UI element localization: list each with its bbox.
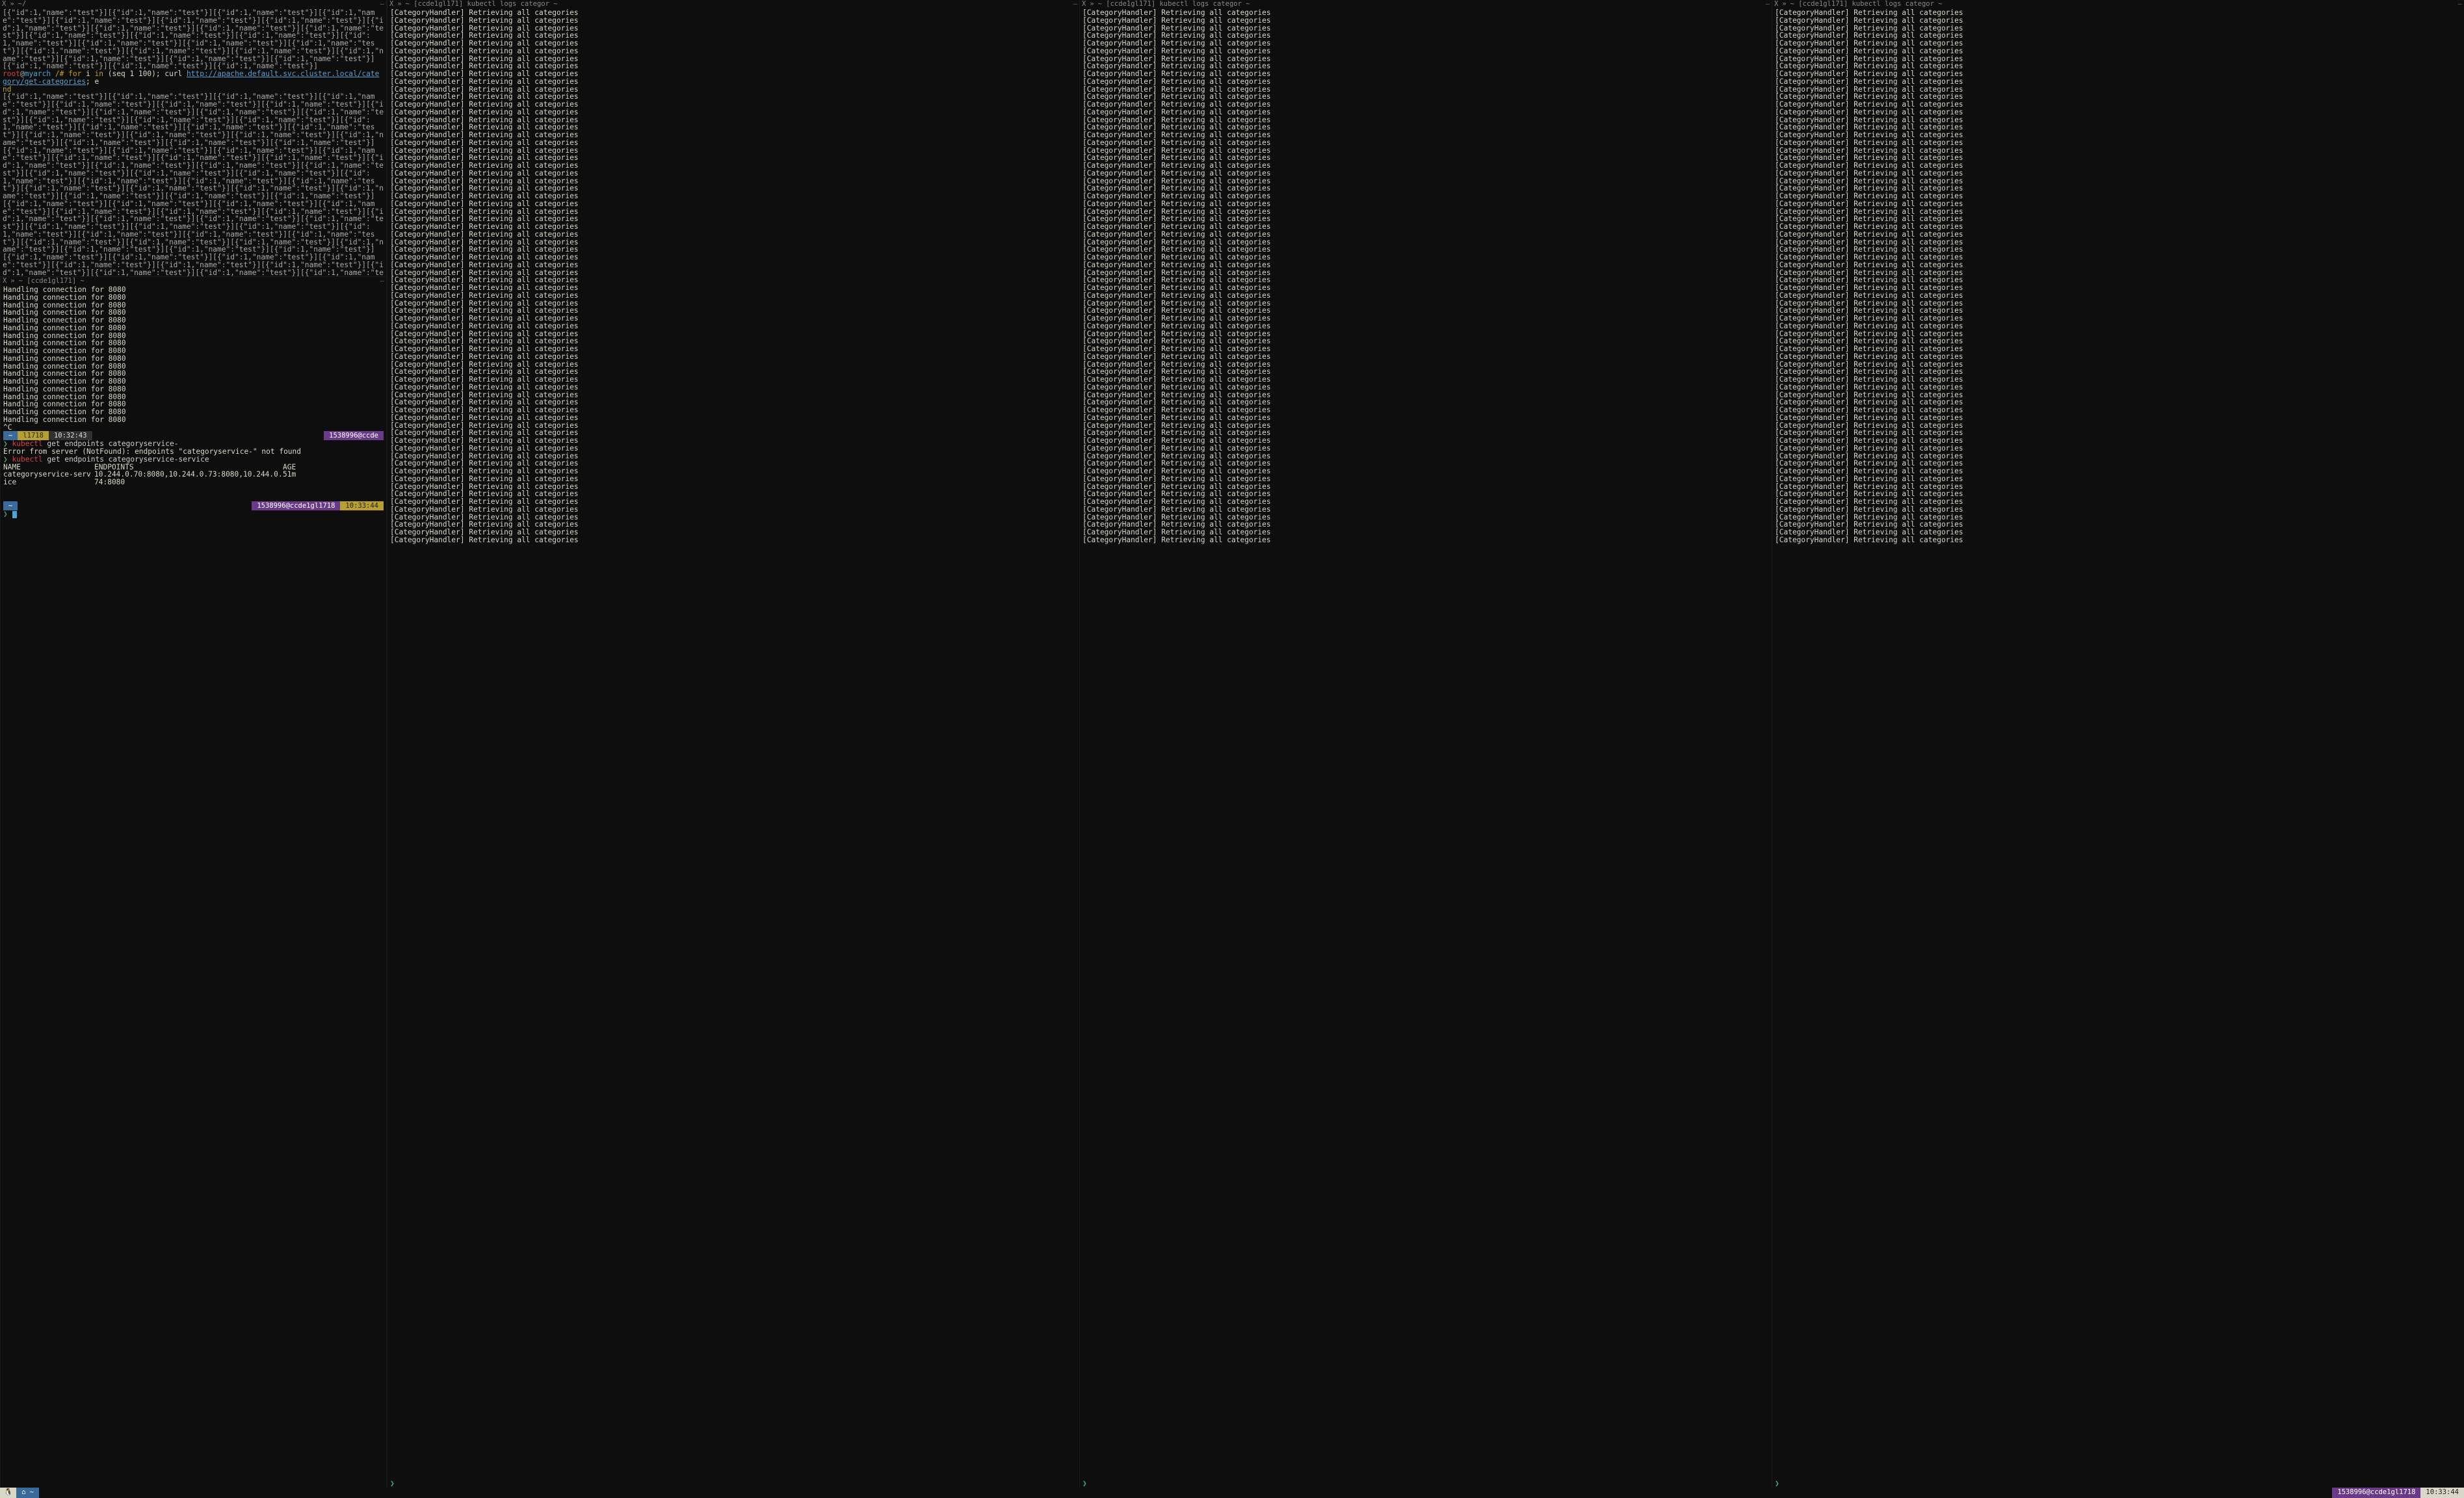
pane-logs-3[interactable]: X » ~ [ccde1gl171] kubectl logs categor …	[1772, 0, 2464, 1488]
close-icon[interactable]: X	[1082, 1, 1086, 8]
titlebar: X » ~ [ccde1gl171] kubectl logs categor …	[1772, 0, 2464, 9]
minimize-icon[interactable]: –	[1073, 1, 1077, 8]
session-name[interactable]: ⌂ ~	[16, 1488, 39, 1498]
minimize-icon[interactable]: –	[2458, 1, 2462, 8]
close-icon[interactable]: X	[2, 1, 6, 8]
pane-kubectl[interactable]: X » ~ [ccde1gl171] ~ – Handling connecti…	[0, 276, 386, 1488]
terminal-output[interactable]: [CategoryHandler] Retrieving all categor…	[387, 9, 1079, 1480]
close-icon[interactable]: X	[389, 1, 393, 8]
minimize-icon[interactable]: –	[1766, 1, 1770, 8]
chevron-icon: »	[1090, 1, 1094, 8]
os-icon: 🐧	[0, 1488, 16, 1498]
terminal-multiplexer-screen: X » ~/ – [{"id":1,"name":"test"}][{"id":…	[0, 0, 2464, 1498]
chevron-icon: »	[10, 278, 14, 285]
minimize-icon[interactable]: –	[380, 278, 384, 285]
terminal-output[interactable]: Handling connection for 8080 Handling co…	[1, 286, 386, 1488]
terminal-output[interactable]: [CategoryHandler] Retrieving all categor…	[1772, 9, 2464, 1480]
pane-curl-loop[interactable]: X » ~/ – [{"id":1,"name":"test"}][{"id":…	[0, 0, 386, 276]
left-column: X » ~/ – [{"id":1,"name":"test"}][{"id":…	[0, 0, 387, 1488]
close-icon[interactable]: X	[1774, 1, 1778, 8]
pane-title: ~ [ccde1gl171] ~	[19, 278, 376, 285]
pane-logs-1[interactable]: X » ~ [ccde1gl171] kubectl logs categor …	[387, 0, 1079, 1488]
close-icon[interactable]: X	[3, 278, 7, 285]
chevron-icon: »	[10, 1, 14, 8]
tmux-status-bar: 🐧 ⌂ ~ 1538996@ccde1gl1718 10:33:44	[0, 1488, 2464, 1498]
prompt-cursor: ❯	[1080, 1480, 1772, 1488]
pane-title: ~ [ccde1gl171] kubectl logs categor ~	[1790, 1, 2454, 8]
chevron-icon: »	[397, 1, 401, 8]
terminal-output[interactable]: [CategoryHandler] Retrieving all categor…	[1080, 9, 1772, 1480]
pane-title: ~ [ccde1gl171] kubectl logs categor ~	[406, 1, 1069, 8]
prompt-cursor: ❯	[387, 1480, 1079, 1488]
titlebar: X » ~ [ccde1gl171] ~ –	[1, 277, 386, 286]
status-clock: 10:33:44	[2420, 1488, 2464, 1498]
titlebar: X » ~ [ccde1gl171] kubectl logs categor …	[1080, 0, 1772, 9]
chevron-icon: »	[1782, 1, 1786, 8]
status-spacer	[39, 1488, 2332, 1498]
prompt-cursor: ❯	[1772, 1480, 2464, 1488]
titlebar: X » ~/ –	[0, 0, 386, 9]
pane-title: ~ [ccde1gl171] kubectl logs categor ~	[1098, 1, 1762, 8]
pane-title: ~/	[18, 1, 376, 8]
status-user: 1538996@ccde1gl1718	[2332, 1488, 2420, 1498]
titlebar: X » ~ [ccde1gl171] kubectl logs categor …	[387, 0, 1079, 9]
pane-logs-2[interactable]: X » ~ [ccde1gl171] kubectl logs categor …	[1079, 0, 1772, 1488]
minimize-icon[interactable]: –	[380, 1, 384, 8]
terminal-output[interactable]: [{"id":1,"name":"test"}][{"id":1,"name":…	[0, 9, 386, 276]
